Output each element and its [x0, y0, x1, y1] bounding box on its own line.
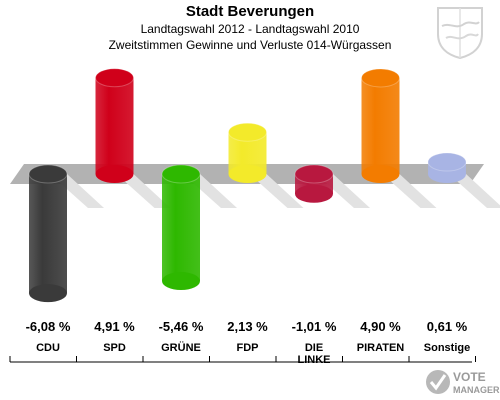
logo-text-vote: VOTE [453, 370, 486, 384]
value-label-spd: 4,91 % [94, 319, 135, 334]
bar-shadow-fdp [249, 174, 304, 208]
category-label-cdu: CDU [36, 342, 60, 354]
bar-shadow-sonstige [449, 174, 500, 208]
bar-die-linke [294, 164, 334, 203]
bar-shadow-spd [116, 174, 171, 208]
bar-sonstige [427, 152, 467, 183]
bar-piraten [361, 68, 400, 183]
value-label-piraten: 4,90 % [360, 319, 401, 334]
value-label-cdu: -6,08 % [26, 319, 71, 334]
checkmark-icon [426, 370, 450, 394]
chart-title: Stadt Beverungen [185, 3, 315, 20]
value-label-gruene: -5,46 % [159, 319, 204, 334]
category-label-piraten: PIRATEN [357, 342, 405, 354]
value-label-sonstige: 0,61 % [427, 319, 468, 334]
category-label-fdp: FDP [237, 342, 259, 354]
value-label-fdp: 2,13 % [227, 319, 268, 334]
coat-of-arms-icon [437, 7, 483, 60]
category-label-sonstige: Sonstige [424, 342, 470, 354]
category-label-spd: SPD [103, 342, 126, 354]
bar-fdp [228, 122, 267, 183]
category-label-die-linke: DIE LINKE [298, 342, 331, 366]
value-label-die-linke: -1,01 % [292, 319, 337, 334]
chart-subtitle-2: Zweitstimmen Gewinne und Verluste 014-Wü… [108, 38, 392, 52]
bar-cdu [28, 164, 68, 303]
bar-gruene [161, 164, 201, 291]
chart-subtitle: Landtagswahl 2012 - Landtagswahl 2010 [140, 22, 360, 36]
bar-spd [95, 68, 134, 183]
bar-shadow-piraten [382, 174, 437, 208]
category-label-gruene: GRÜNE [161, 341, 201, 354]
logo-text-manager: MANAGER [453, 385, 500, 395]
vote-manager-logo: VOTE MANAGER [426, 370, 500, 395]
